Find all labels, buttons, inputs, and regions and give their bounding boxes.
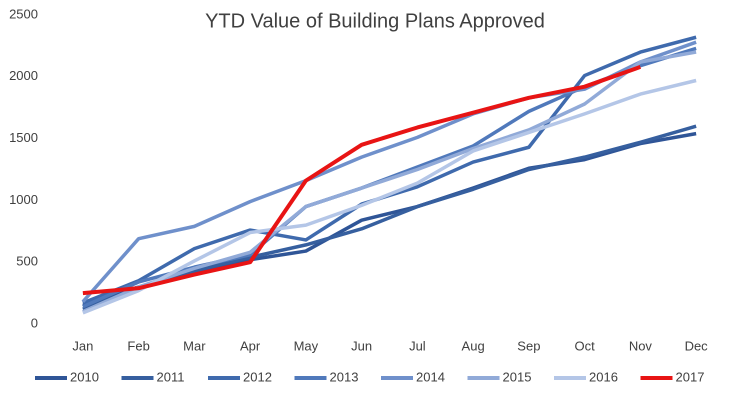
series-line	[82, 35, 697, 305]
x-tick-label: Apr	[240, 338, 261, 353]
x-tick-label: Mar	[183, 338, 206, 353]
legend-label: 2014	[416, 369, 445, 384]
legend-label: 2013	[330, 369, 359, 384]
legend-label: 2017	[676, 369, 705, 384]
legend-label: 2010	[70, 369, 99, 384]
legend-label: 2011	[157, 369, 185, 384]
y-tick-label: 500	[16, 254, 38, 269]
y-tick-label: 2500	[9, 6, 38, 21]
y-tick-label: 1000	[9, 192, 38, 207]
x-tick-label: Sep	[517, 338, 540, 353]
x-tick-label: Jul	[409, 338, 426, 353]
x-tick-label: Jan	[72, 338, 93, 353]
x-tick-label: Aug	[462, 338, 485, 353]
chart-title: YTD Value of Building Plans Approved	[205, 10, 545, 32]
x-tick-label: Oct	[575, 338, 596, 353]
legend-label: 2016	[589, 369, 618, 384]
series-line	[82, 65, 642, 296]
y-tick-label: 1500	[9, 130, 38, 145]
legend-label: 2012	[243, 369, 272, 384]
x-tick-label: Feb	[127, 338, 149, 353]
y-tick-label: 2000	[9, 68, 38, 83]
x-tick-label: Dec	[685, 338, 709, 353]
y-tick-label: 0	[31, 315, 38, 330]
series-line	[82, 124, 697, 311]
x-tick-label: Nov	[629, 338, 653, 353]
x-tick-label: Jun	[351, 338, 372, 353]
series-line	[82, 78, 697, 315]
x-tick-label: May	[294, 338, 319, 353]
legend-label: 2015	[503, 369, 532, 384]
series-line	[82, 50, 697, 314]
